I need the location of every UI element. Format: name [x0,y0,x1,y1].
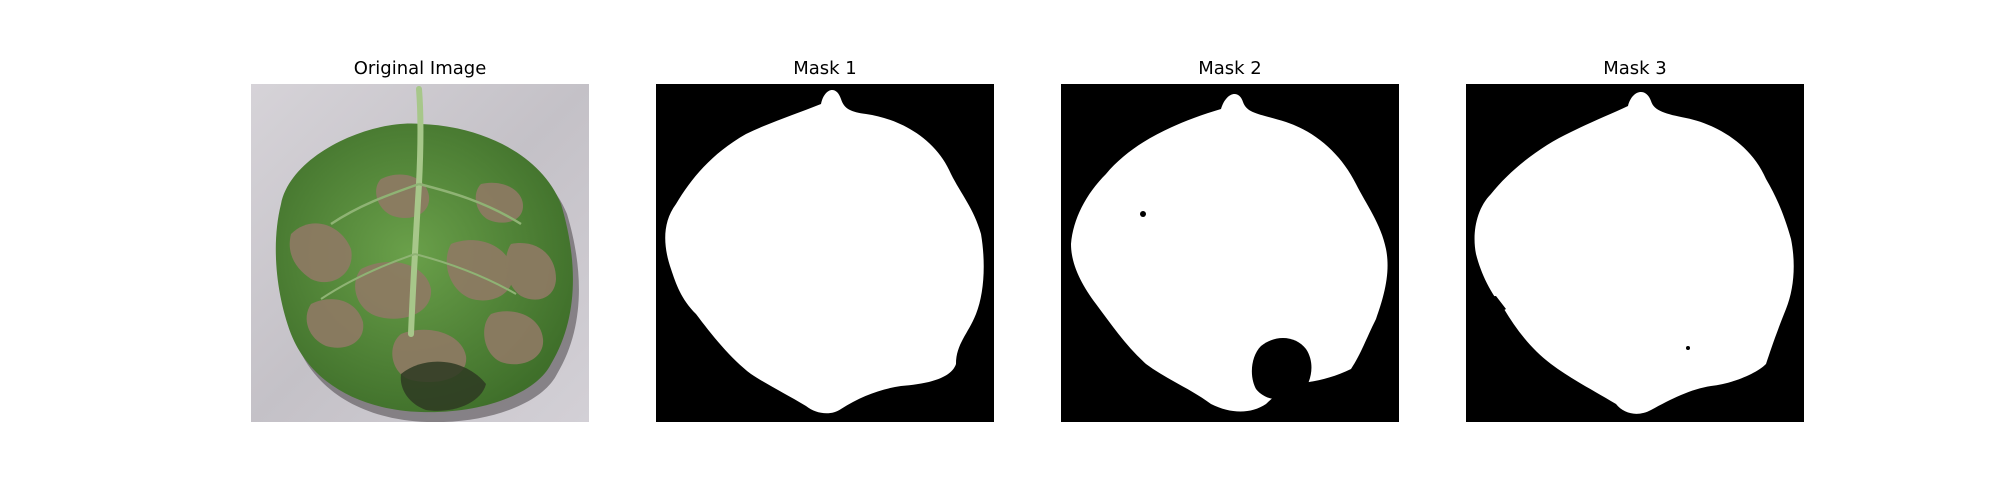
mask-image [1061,84,1399,422]
panel-title: Original Image [353,58,487,79]
panel-original-image: Original Image [251,0,589,500]
mask-image [1466,84,1804,422]
panel-title: Mask 2 [1198,58,1262,79]
panel-mask-2: Mask 2 [1061,0,1399,500]
mask-image [656,84,994,422]
panel-title: Mask 3 [1603,58,1667,79]
panel-title: Mask 1 [793,58,857,79]
leaf-photo [251,84,589,422]
panel-mask-1: Mask 1 [656,0,994,500]
panel-mask-3: Mask 3 [1466,0,1804,500]
